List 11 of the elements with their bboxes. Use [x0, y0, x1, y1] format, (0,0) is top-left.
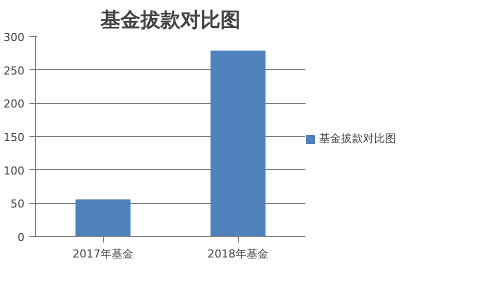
- x-tick-label: 2018年基金: [208, 248, 269, 260]
- y-tick-label: 0: [18, 231, 24, 244]
- chart-title: 基金拔款对比图: [100, 8, 240, 32]
- y-tick-label: 300: [4, 31, 25, 44]
- y-tick-label: 150: [4, 131, 25, 144]
- y-tick-label: 250: [4, 64, 25, 78]
- y-tick-label: 50: [10, 198, 25, 211]
- legend-label: 基金拔款对比图: [319, 131, 396, 146]
- y-tick-label: 200: [4, 98, 25, 111]
- y-tick-label: 100: [4, 164, 25, 178]
- x-tick-label: 2017年基金: [72, 248, 134, 260]
